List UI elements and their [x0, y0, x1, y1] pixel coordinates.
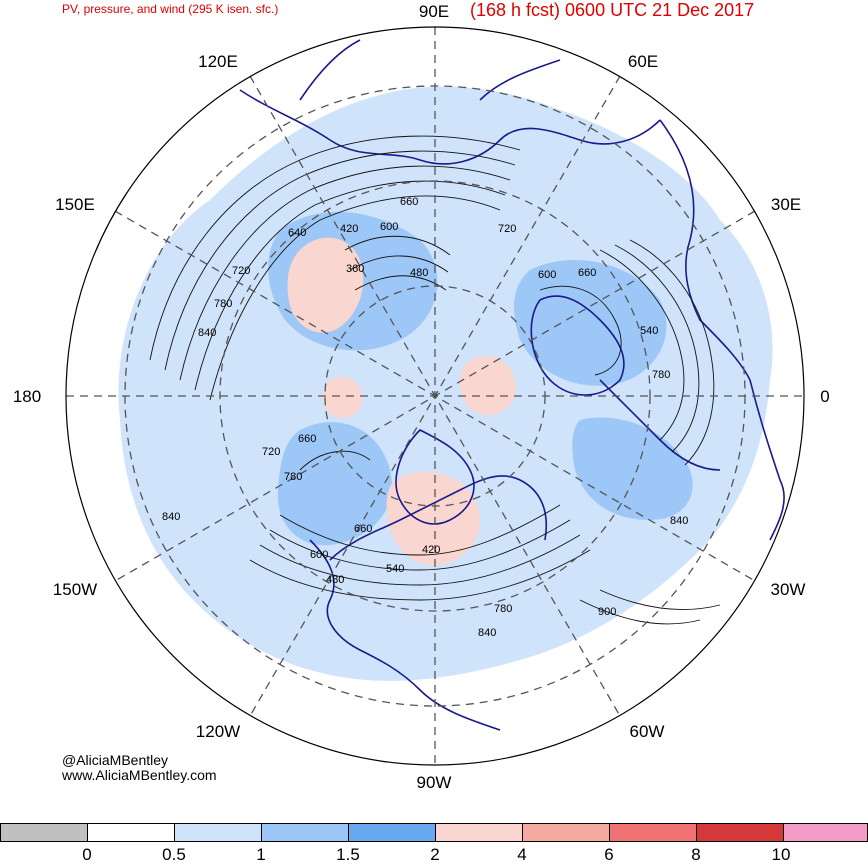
lon-label-30e: 30E [770, 195, 802, 214]
colorbar-tick: 2 [430, 845, 440, 864]
forecast-title: (168 h fcst) 0600 UTC 21 Dec 2017 [470, 0, 755, 20]
contour-label: 540 [640, 325, 658, 337]
lon-label-60w: 60W [629, 722, 665, 741]
colorbar-tick: 1.5 [336, 845, 360, 864]
colorbar-tick: 1 [256, 845, 266, 864]
lon-label-120e: 120E [198, 52, 238, 71]
colorbar-bin [0, 823, 88, 842]
lon-label-180: 180 [12, 387, 42, 406]
lon-label-120w: 120W [195, 722, 241, 741]
colorbar-bin [261, 823, 349, 842]
lon-label-30w: 30W [770, 580, 806, 599]
map-boundary [65, 26, 805, 766]
colorbar-tick: 0 [82, 845, 92, 864]
contour-label: 540 [386, 563, 404, 575]
colorbar-bin [696, 823, 784, 842]
contour-label: 900 [598, 606, 616, 618]
lon-label-60e: 60E [627, 52, 659, 71]
contour-label: 840 [162, 511, 180, 523]
contour-label: 420 [422, 544, 440, 556]
colorbar-bin [783, 823, 868, 842]
credit-website: www.AliciaMBentley.com [62, 767, 217, 783]
contour-label: 840 [670, 515, 688, 527]
contour-label: 660 [578, 267, 596, 279]
product-title: PV, pressure, and wind (295 K isen. sfc.… [62, 2, 279, 16]
contour-label: 780 [284, 471, 302, 483]
contour-label: 360 [346, 263, 364, 275]
colorbar-tick: 6 [604, 845, 614, 864]
lon-label-90w: 90W [416, 773, 452, 792]
colorbar-tick: 10 [771, 845, 791, 864]
contour-label: 480 [410, 267, 428, 279]
pressure-contours [149, 135, 721, 625]
colorbar-bin [609, 823, 697, 842]
coastlines [239, 39, 785, 731]
lon-label-150w: 150W [52, 580, 98, 599]
contour-label: 480 [326, 574, 344, 586]
colorbar-tick: 8 [691, 845, 701, 864]
contour-label: 720 [262, 446, 280, 458]
contour-label: 660 [354, 523, 372, 535]
contour-label: 780 [652, 369, 670, 381]
contour-label: 640 [288, 227, 306, 239]
contour-labels: 660 420 600 640 720 360 480 720 600 660 … [162, 196, 688, 639]
contour-label: 780 [214, 298, 232, 310]
colorbar-bin [522, 823, 610, 842]
colorbar-bin [174, 823, 262, 842]
contour-label: 840 [478, 627, 496, 639]
colorbar-tick: 0.5 [162, 845, 186, 864]
contour-label: 720 [498, 223, 516, 235]
lon-label-0: 0 [820, 387, 830, 406]
contour-label: 420 [340, 223, 358, 235]
contour-label: 840 [198, 327, 216, 339]
contour-label: 780 [494, 603, 512, 615]
credit-handle: @AliciaMBentley [62, 752, 169, 768]
colorbar-bin [348, 823, 436, 842]
contour-label: 660 [298, 433, 316, 445]
lat-lon-grid [66, 27, 804, 765]
map-disk [66, 27, 804, 765]
colorbar-bin [87, 823, 175, 842]
contour-label: 600 [310, 549, 328, 561]
colorbar-bin [435, 823, 523, 842]
contour-label: 600 [538, 269, 556, 281]
contour-label: 720 [232, 265, 250, 277]
colorbar-tick: 4 [517, 845, 527, 864]
lon-label-90e: 90E [418, 2, 450, 21]
contour-label: 660 [400, 196, 418, 208]
lon-label-150e: 150E [55, 195, 95, 214]
contour-label: 600 [380, 221, 398, 233]
